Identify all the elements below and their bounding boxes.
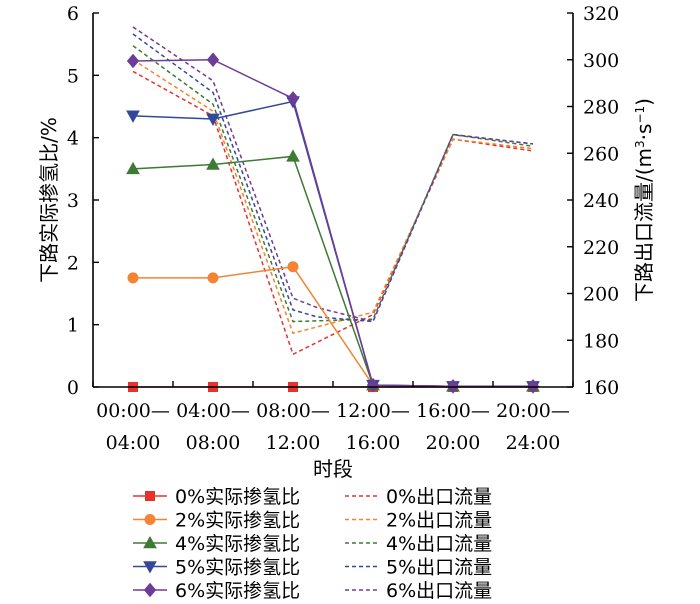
right-y-tick-label: 300 <box>583 50 619 72</box>
left-y-tick-label: 2 <box>67 252 79 274</box>
flow-line-0 <box>132 70 534 356</box>
x-tick-label-top: 12:00— <box>336 400 410 422</box>
legend-ratio-marker <box>144 514 156 525</box>
right-y-tick-label: 160 <box>583 377 619 399</box>
ratio-point-2 <box>126 161 140 175</box>
x-tick-label-top: 20:00— <box>496 400 570 422</box>
ratio-point-4 <box>286 91 300 106</box>
legend-ratio-label: 5%实际掺氢比 <box>175 557 300 579</box>
right-y-axis-title-close: ) <box>632 98 656 106</box>
x-tick-label-bottom: 12:00 <box>266 432 321 454</box>
x-tick-label-top: 16:00— <box>416 400 490 422</box>
right-y-axis-title-unit-mid: ·s <box>632 124 656 141</box>
ratio-point-3 <box>206 113 220 126</box>
ratio-point-1 <box>207 272 219 284</box>
x-tick-label-top: 00:00— <box>96 400 170 422</box>
right-y-tick-label: 260 <box>583 143 619 165</box>
right-y-tick-label: 280 <box>583 97 619 119</box>
x-tick-label-bottom: 20:00 <box>426 432 481 454</box>
ratio-point-1 <box>127 272 139 284</box>
left-y-tick-label: 1 <box>67 315 79 337</box>
left-y-tick-label: 5 <box>67 65 79 87</box>
legend-ratio-marker <box>143 535 157 549</box>
legend-ratio-label: 0%实际掺氢比 <box>175 486 300 508</box>
ratio-point-1 <box>287 261 299 273</box>
ratio-line-4 <box>132 58 533 388</box>
flow-line-2 <box>132 45 534 323</box>
ratio-point-4 <box>206 52 220 68</box>
ratio-point-3 <box>126 110 140 123</box>
left-y-tick-label: 3 <box>67 190 79 212</box>
legend-flow-label: 6%出口流量 <box>386 580 492 602</box>
x-tick-label-top: 04:00— <box>176 400 250 422</box>
right-y-tick-label: 240 <box>583 190 619 212</box>
right-y-axis-title-exp: 3 <box>633 140 647 148</box>
right-y-axis-title-exp2: −1 <box>633 106 647 124</box>
right-y-axis-title: 下路出口流量/(m3·s−1) <box>632 98 656 302</box>
right-y-tick-label: 220 <box>583 237 619 259</box>
left-y-tick-label: 4 <box>67 128 79 150</box>
ratio-point-4 <box>366 377 380 393</box>
left-y-tick-label: 6 <box>67 3 79 25</box>
plot-area <box>126 26 540 394</box>
right-y-axis-title-main: 下路出口流量/ <box>632 175 656 302</box>
legend-ratio-marker <box>145 491 155 501</box>
legend-flow-label: 4%出口流量 <box>386 533 492 555</box>
left-y-axis-title: 下路实际掺氢比/% <box>37 117 61 283</box>
ratio-line-1 <box>133 265 533 388</box>
x-axis-title: 时段 <box>313 457 353 481</box>
legend-flow-label: 2%出口流量 <box>386 510 492 532</box>
flow-line-4 <box>132 26 534 323</box>
ratio-line-2 <box>132 155 533 388</box>
legend-ratio-label: 4%实际掺氢比 <box>175 533 300 555</box>
x-tick-label-bottom: 08:00 <box>186 432 241 454</box>
legend-ratio-label: 2%实际掺氢比 <box>175 510 300 532</box>
right-y-tick-label: 200 <box>583 284 619 306</box>
x-tick-label-bottom: 16:00 <box>346 432 401 454</box>
left-y-tick-label: 0 <box>67 377 79 399</box>
legend-ratio-marker <box>143 582 157 598</box>
right-y-tick-label: 320 <box>583 3 619 25</box>
legend-flow-label: 0%出口流量 <box>386 486 492 508</box>
ratio-point-2 <box>286 149 300 162</box>
legend-flow-label: 5%出口流量 <box>386 557 492 579</box>
legend-ratio-marker <box>143 561 157 574</box>
ratio-point-4 <box>126 53 140 69</box>
right-y-axis-title-unit: (m <box>632 148 656 175</box>
axes <box>92 13 574 388</box>
ratio-point-2 <box>206 157 220 170</box>
right-y-tick-label: 180 <box>583 330 619 352</box>
ticks: 0 1 2 3 4 5 6 160 180 200 220 240 260 280 300 320 00:00—… <box>67 3 619 454</box>
x-tick-label-bottom: 24:00 <box>506 432 561 454</box>
x-tick-label-bottom: 04:00 <box>106 432 161 454</box>
x-tick-label-top: 08:00— <box>256 400 330 422</box>
flow-line-1 <box>132 59 534 335</box>
legend-ratio-label: 6%实际掺氢比 <box>175 580 300 602</box>
flow-line-3 <box>132 33 534 323</box>
